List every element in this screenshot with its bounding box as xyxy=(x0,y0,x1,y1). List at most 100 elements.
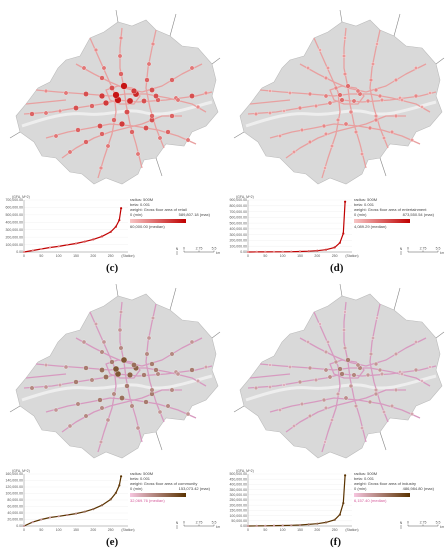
station-node xyxy=(335,391,341,397)
station-node xyxy=(144,77,150,83)
station-node xyxy=(351,372,357,378)
station-node xyxy=(189,339,195,345)
transit-line xyxy=(329,85,365,105)
color-ramp xyxy=(354,493,410,497)
station-node xyxy=(373,113,379,119)
station-node xyxy=(365,372,371,378)
station-node xyxy=(389,403,395,409)
station-node xyxy=(323,93,329,99)
station-node xyxy=(343,395,349,401)
station-node xyxy=(343,121,349,127)
station-node xyxy=(117,327,123,333)
station-node xyxy=(355,362,361,368)
station-node xyxy=(118,345,124,351)
x-tick-label: 150 xyxy=(73,528,79,532)
legend-max: 873,550.54 (max) xyxy=(402,212,434,217)
station-node xyxy=(355,88,361,94)
station-node xyxy=(43,384,49,390)
station-node xyxy=(146,61,152,67)
station-node xyxy=(373,391,379,397)
station-node xyxy=(268,111,272,115)
station-node xyxy=(119,310,123,314)
station-node xyxy=(196,379,200,383)
line-extension xyxy=(115,283,119,297)
transit-line xyxy=(369,29,389,149)
curve-chart-c: (GFA, M^2)700,000.00 600,000.00 500,000.00… xyxy=(5,195,134,258)
legend-max: 589,807.18 (max) xyxy=(178,212,210,217)
y-tick-label: 300,000.00 xyxy=(5,228,23,232)
station-node xyxy=(318,48,322,52)
y-tick-label: 400,000.00 xyxy=(5,220,23,224)
data-point xyxy=(255,250,258,253)
data-point xyxy=(83,510,86,513)
station-node xyxy=(371,336,375,340)
data-point xyxy=(40,247,43,251)
legend-max: 153,073.42 (max) xyxy=(178,486,210,491)
transit-line xyxy=(285,115,406,159)
station-node xyxy=(81,65,87,71)
station-node xyxy=(83,413,89,419)
station-node xyxy=(414,66,418,70)
scale-unit: km xyxy=(216,525,220,529)
transit-line xyxy=(61,389,182,433)
station-node xyxy=(337,92,343,98)
station-node xyxy=(342,345,348,351)
line-extension xyxy=(169,13,177,37)
line-extension xyxy=(233,405,245,413)
y-tick-label: 400,000.00 xyxy=(229,227,247,231)
station-node xyxy=(377,93,383,99)
station-node xyxy=(345,357,351,363)
panel-f: (GFA, M^2) 500,000.00 450,000.00 400,000.00… xyxy=(226,278,446,551)
data-point xyxy=(100,235,104,238)
y-tick-label: 600,000.00 xyxy=(229,216,247,220)
station-node xyxy=(343,310,347,314)
y-tick-label: 600,000.00 xyxy=(5,206,23,210)
legend-min: 0 (min) xyxy=(354,486,367,491)
legend-weight: weight: Gross floor area of community xyxy=(130,481,198,486)
legend-radius: radius: 500M xyxy=(354,197,378,202)
line-extension xyxy=(435,57,445,65)
station-node xyxy=(330,418,334,422)
station-node xyxy=(111,391,117,397)
station-node xyxy=(342,54,346,58)
transit-line xyxy=(285,389,406,433)
line-extension xyxy=(155,157,163,177)
x-tick-label: 150 xyxy=(297,254,303,258)
station-node xyxy=(83,365,89,371)
panel-label: (c) xyxy=(106,262,119,274)
legend-radius: radius: 500M xyxy=(354,471,378,476)
station-node xyxy=(149,87,155,93)
station-node xyxy=(326,340,330,344)
color-ramp xyxy=(130,493,186,497)
legend-radius: radius: 500M xyxy=(130,197,154,202)
station-node xyxy=(393,113,399,119)
data-point xyxy=(120,207,123,210)
station-node xyxy=(129,403,135,409)
x-tick-label: 0 xyxy=(23,528,25,532)
y-axis-label: (GFA, M^2) xyxy=(12,469,30,473)
y-tick-label: 100,000.00 xyxy=(5,243,23,247)
legend-max: 486,984.80 (max) xyxy=(402,486,434,491)
station-node xyxy=(101,339,107,345)
station-node xyxy=(53,407,59,413)
station-node xyxy=(339,97,345,103)
x-tick-label: 200 xyxy=(90,254,96,258)
data-point xyxy=(109,498,112,501)
station-node xyxy=(58,383,62,387)
station-node xyxy=(67,423,73,429)
legend-range: 0 (min) 873,550.54 (max) xyxy=(354,212,434,217)
station-node xyxy=(155,371,161,377)
station-node xyxy=(420,105,424,109)
y-tick-label: 500,000.00 xyxy=(229,221,247,225)
station-node xyxy=(157,409,163,415)
map-d xyxy=(233,9,445,185)
data-point xyxy=(255,524,258,527)
station-node xyxy=(382,136,386,140)
line-extension xyxy=(233,131,245,139)
x-tick-label: 50 xyxy=(39,528,43,532)
scale-tick-label: 2.75 xyxy=(196,247,203,251)
y-tick-label: 100,000.00 xyxy=(5,492,23,496)
y-tick-label: 80,000.00 xyxy=(7,498,23,502)
y-tick-label: 50,000.00 xyxy=(231,519,247,523)
legend-range: 0 (min) 153,073.42 (max) xyxy=(130,486,210,491)
